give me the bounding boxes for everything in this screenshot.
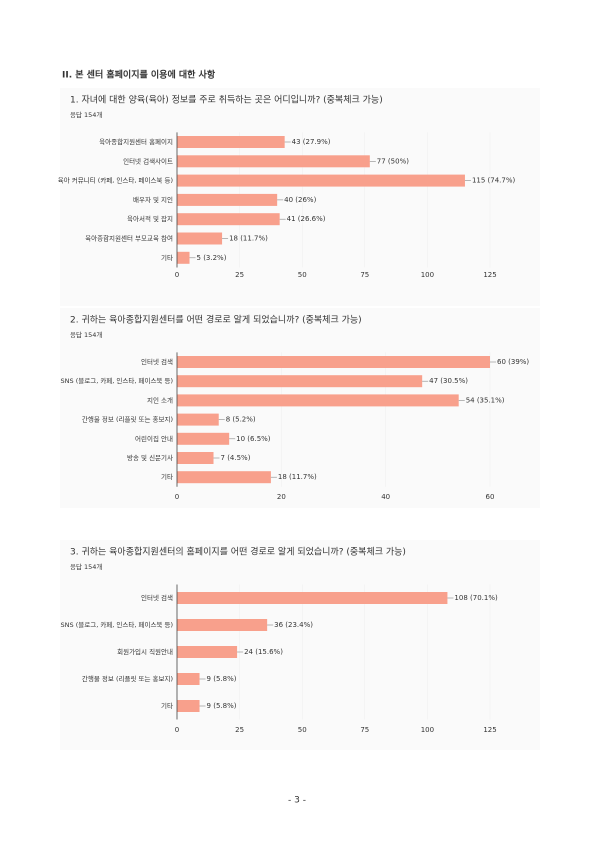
x-tick-label: 0 (175, 271, 179, 279)
bar (177, 213, 280, 226)
x-tick-label: 40 (381, 493, 390, 501)
x-tick-label: 60 (486, 493, 495, 501)
chart-title: 3. 귀하는 육아종합지원센터의 홈페이지를 어떤 경로로 알게 되었습니까? … (70, 546, 406, 558)
bar (177, 155, 370, 168)
value-label: 24 (15.6%) (244, 648, 283, 656)
x-tick-label: 20 (277, 493, 286, 501)
value-label: 47 (30.5%) (429, 377, 468, 385)
bar (177, 251, 190, 264)
category-label: 간행물 정보 (리플릿 또는 홍보지) (82, 415, 173, 424)
category-label: 방송 및 신문기사 (127, 453, 173, 462)
chart-subtitle: 응답 154개 (70, 110, 102, 119)
value-label: 5 (3.2%) (197, 254, 227, 262)
value-label: 18 (11.7%) (278, 473, 317, 481)
x-tick-label: 75 (360, 271, 369, 279)
bar (177, 375, 423, 388)
value-label: 60 (39%) (497, 358, 529, 366)
bar (177, 232, 223, 245)
category-label: 인터넷 검색사이트 (123, 156, 173, 165)
value-label: 43 (27.9%) (292, 138, 331, 146)
value-label: 10 (6.5%) (236, 435, 271, 443)
x-tick-label: 0 (175, 493, 179, 501)
bar (177, 673, 200, 685)
bar (177, 193, 278, 206)
value-label: 115 (74.7%) (472, 177, 516, 185)
value-label: 9 (5.8%) (207, 675, 237, 683)
bar (177, 619, 268, 631)
x-tick-label: 25 (235, 271, 244, 279)
bar (177, 592, 448, 604)
bar (177, 356, 490, 368)
bar (177, 700, 200, 712)
x-tick-label: 100 (421, 726, 434, 734)
chart-subtitle: 응답 154개 (70, 330, 102, 339)
category-label: SNS (블로그, 카페, 인스타, 페이스북 등) (61, 376, 173, 385)
category-label: 기타 (161, 253, 173, 262)
value-label: 54 (35.1%) (466, 396, 505, 404)
category-label: 기타 (161, 701, 173, 710)
x-tick-label: 100 (421, 271, 434, 279)
value-label: 108 (70.1%) (454, 594, 498, 602)
category-label: 간행물 정보 (리플릿 또는 홍보지) (82, 674, 173, 683)
category-label: 육아 커뮤니티 (카페, 인스타, 페이스북 등) (58, 176, 173, 185)
x-tick-label: 50 (298, 726, 307, 734)
category-label: 기타 (161, 472, 173, 481)
chart-card (60, 308, 540, 508)
bar (177, 646, 238, 658)
x-tick-label: 125 (483, 726, 496, 734)
x-tick-label: 75 (360, 726, 369, 734)
value-label: 7 (4.5%) (221, 454, 251, 462)
chart-card (60, 540, 540, 750)
category-label: SNS (블로그, 카페, 인스타, 페이스북 등) (61, 620, 173, 629)
x-tick-label: 25 (235, 726, 244, 734)
bar (177, 394, 459, 407)
value-label: 36 (23.4%) (274, 621, 313, 629)
category-label: 지인 소개 (147, 395, 173, 404)
category-label: 인터넷 검색 (141, 593, 173, 602)
category-label: 회원가입시 직원안내 (117, 647, 173, 656)
chart-title: 2. 귀하는 육아종합지원센터를 어떤 경로로 알게 되었습니까? (중복체크 … (70, 314, 362, 326)
bar (177, 136, 285, 148)
value-label: 8 (5.2%) (226, 416, 256, 424)
chart-card (60, 88, 540, 306)
bar (177, 174, 465, 187)
value-label: 41 (26.6%) (287, 215, 326, 223)
category-label: 육아종합지원센터 홈페이지 (99, 137, 173, 146)
bar (177, 452, 214, 464)
section-title: II. 본 센터 홈페이지를 이용에 대한 사항 (62, 69, 216, 81)
page-number: - 3 - (288, 796, 306, 806)
category-label: 어린이집 안내 (135, 434, 173, 443)
chart-title: 1. 자녀에 대한 양육(육아) 정보를 주로 취득하는 곳은 어디입니까? (… (70, 94, 383, 106)
category-label: 육아서적 및 잡지 (127, 214, 173, 223)
x-tick-label: 0 (175, 726, 179, 734)
chart-subtitle: 응답 154개 (70, 562, 102, 571)
bar (177, 432, 230, 445)
value-label: 77 (50%) (377, 157, 409, 165)
value-label: 9 (5.8%) (207, 702, 237, 710)
x-tick-label: 125 (483, 271, 496, 279)
category-label: 인터넷 검색 (141, 357, 173, 366)
value-label: 18 (11.7%) (229, 235, 268, 243)
bar (177, 471, 271, 484)
category-label: 배우자 및 지인 (133, 195, 173, 204)
x-tick-label: 50 (298, 271, 307, 279)
bar (177, 413, 219, 426)
value-label: 40 (26%) (284, 196, 316, 204)
category-label: 육아종합지원센터 부모교육 참여 (85, 234, 173, 243)
